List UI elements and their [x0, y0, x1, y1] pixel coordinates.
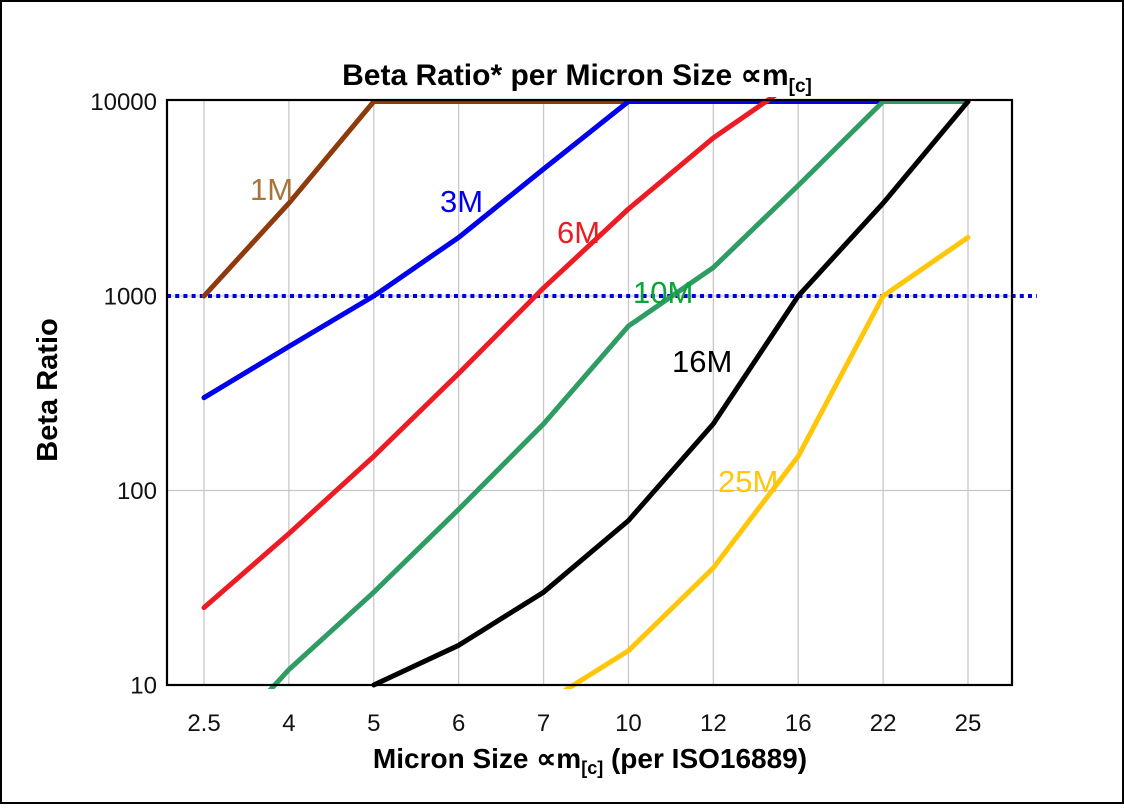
x-tick-5: 5	[367, 710, 380, 737]
series-label-1M: 1M	[250, 172, 293, 207]
x-tick-12: 12	[700, 710, 727, 737]
series-line-16M	[371, 99, 971, 688]
x-axis-title: Micron Size ∝m[c] (per ISO16889)	[373, 743, 807, 778]
series-line-10M	[267, 99, 971, 689]
series-label-6M: 6M	[557, 215, 600, 250]
x-tick-10: 10	[615, 710, 642, 737]
x-tick-22: 22	[870, 710, 897, 737]
series-label-3M: 3M	[440, 184, 483, 219]
x-tick-2.5: 2.5	[187, 710, 220, 737]
series-line-6M	[201, 97, 777, 611]
x-tick-4: 4	[282, 710, 295, 737]
x-tick-25: 25	[955, 710, 982, 737]
series-label-10M: 10M	[633, 275, 693, 310]
series-line-25M	[562, 234, 971, 689]
y-tick-1000: 1000	[104, 284, 157, 311]
plot-border	[165, 98, 1014, 687]
series-line-3M	[201, 99, 971, 401]
chart-title: Beta Ratio* per Micron Size ∝m[c]	[342, 59, 812, 97]
y-axis-title: Beta Ratio	[32, 318, 64, 461]
y-tick-10000: 10000	[90, 89, 157, 116]
x-tick-16: 16	[785, 710, 812, 737]
y-tick-100: 100	[117, 478, 157, 505]
series-label-25M: 25M	[718, 464, 778, 499]
series-label-16M: 16M	[672, 344, 732, 379]
y-tick-10: 10	[130, 673, 157, 700]
x-tick-6: 6	[452, 710, 465, 737]
x-tick-7: 7	[537, 710, 550, 737]
